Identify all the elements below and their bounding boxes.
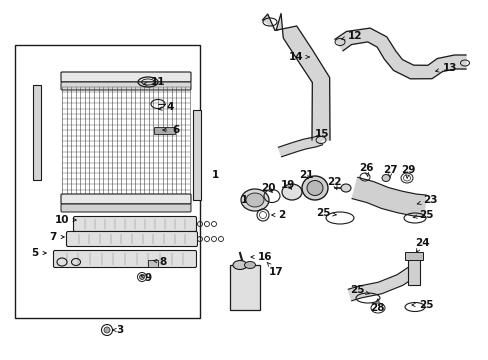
Polygon shape	[334, 28, 465, 79]
Text: 28: 28	[369, 299, 384, 313]
Bar	[229, 265, 260, 310]
Bar	[193, 110, 201, 200]
FancyBboxPatch shape	[61, 72, 191, 82]
FancyBboxPatch shape	[53, 251, 196, 267]
Text: 18: 18	[240, 195, 259, 205]
Text: 19: 19	[280, 180, 295, 190]
Text: 10: 10	[55, 215, 76, 225]
Ellipse shape	[241, 189, 268, 211]
Text: 15: 15	[314, 129, 328, 139]
Ellipse shape	[139, 274, 144, 279]
Ellipse shape	[282, 184, 302, 200]
Ellipse shape	[381, 175, 389, 181]
Text: 2: 2	[271, 210, 285, 220]
Text: 13: 13	[435, 63, 456, 73]
Text: 11: 11	[143, 77, 165, 87]
FancyBboxPatch shape	[154, 127, 175, 135]
Text: 29: 29	[400, 165, 414, 178]
Text: 7: 7	[49, 232, 64, 242]
FancyBboxPatch shape	[66, 231, 197, 247]
Text: 12: 12	[341, 31, 362, 41]
FancyBboxPatch shape	[61, 204, 191, 212]
Ellipse shape	[302, 176, 327, 200]
Ellipse shape	[232, 261, 246, 270]
Text: 20: 20	[260, 183, 275, 193]
Polygon shape	[262, 14, 329, 140]
Text: 17: 17	[266, 262, 283, 277]
Text: 25: 25	[349, 285, 369, 295]
Text: 14: 14	[288, 52, 308, 62]
Text: 3: 3	[113, 325, 123, 335]
Ellipse shape	[245, 193, 264, 207]
FancyBboxPatch shape	[61, 82, 191, 90]
Text: 5: 5	[31, 248, 46, 258]
Polygon shape	[278, 135, 322, 157]
Bar	[15, 45, 200, 318]
Text: 6: 6	[163, 125, 179, 135]
FancyBboxPatch shape	[61, 194, 191, 204]
Text: 25: 25	[411, 300, 432, 310]
Text: 21: 21	[298, 170, 313, 180]
Bar	[407, 255, 419, 285]
Text: 8: 8	[153, 257, 166, 267]
Text: 4: 4	[158, 102, 173, 112]
Text: 23: 23	[416, 195, 436, 205]
Ellipse shape	[306, 180, 323, 195]
Polygon shape	[347, 265, 417, 301]
Text: 22: 22	[326, 177, 341, 190]
Polygon shape	[351, 177, 425, 217]
Text: 16: 16	[250, 252, 272, 262]
Bar	[148, 260, 158, 267]
Text: 25: 25	[412, 210, 432, 220]
Ellipse shape	[244, 261, 255, 269]
Bar	[404, 252, 422, 260]
Ellipse shape	[104, 327, 110, 333]
Text: 26: 26	[358, 163, 372, 176]
Text: 9: 9	[141, 273, 151, 283]
FancyBboxPatch shape	[73, 216, 196, 231]
Bar	[33, 85, 41, 180]
Text: 25: 25	[315, 208, 335, 218]
Ellipse shape	[340, 184, 350, 192]
Text: 27: 27	[382, 165, 397, 178]
Text: 24: 24	[414, 238, 428, 252]
Text: 1: 1	[211, 170, 218, 180]
